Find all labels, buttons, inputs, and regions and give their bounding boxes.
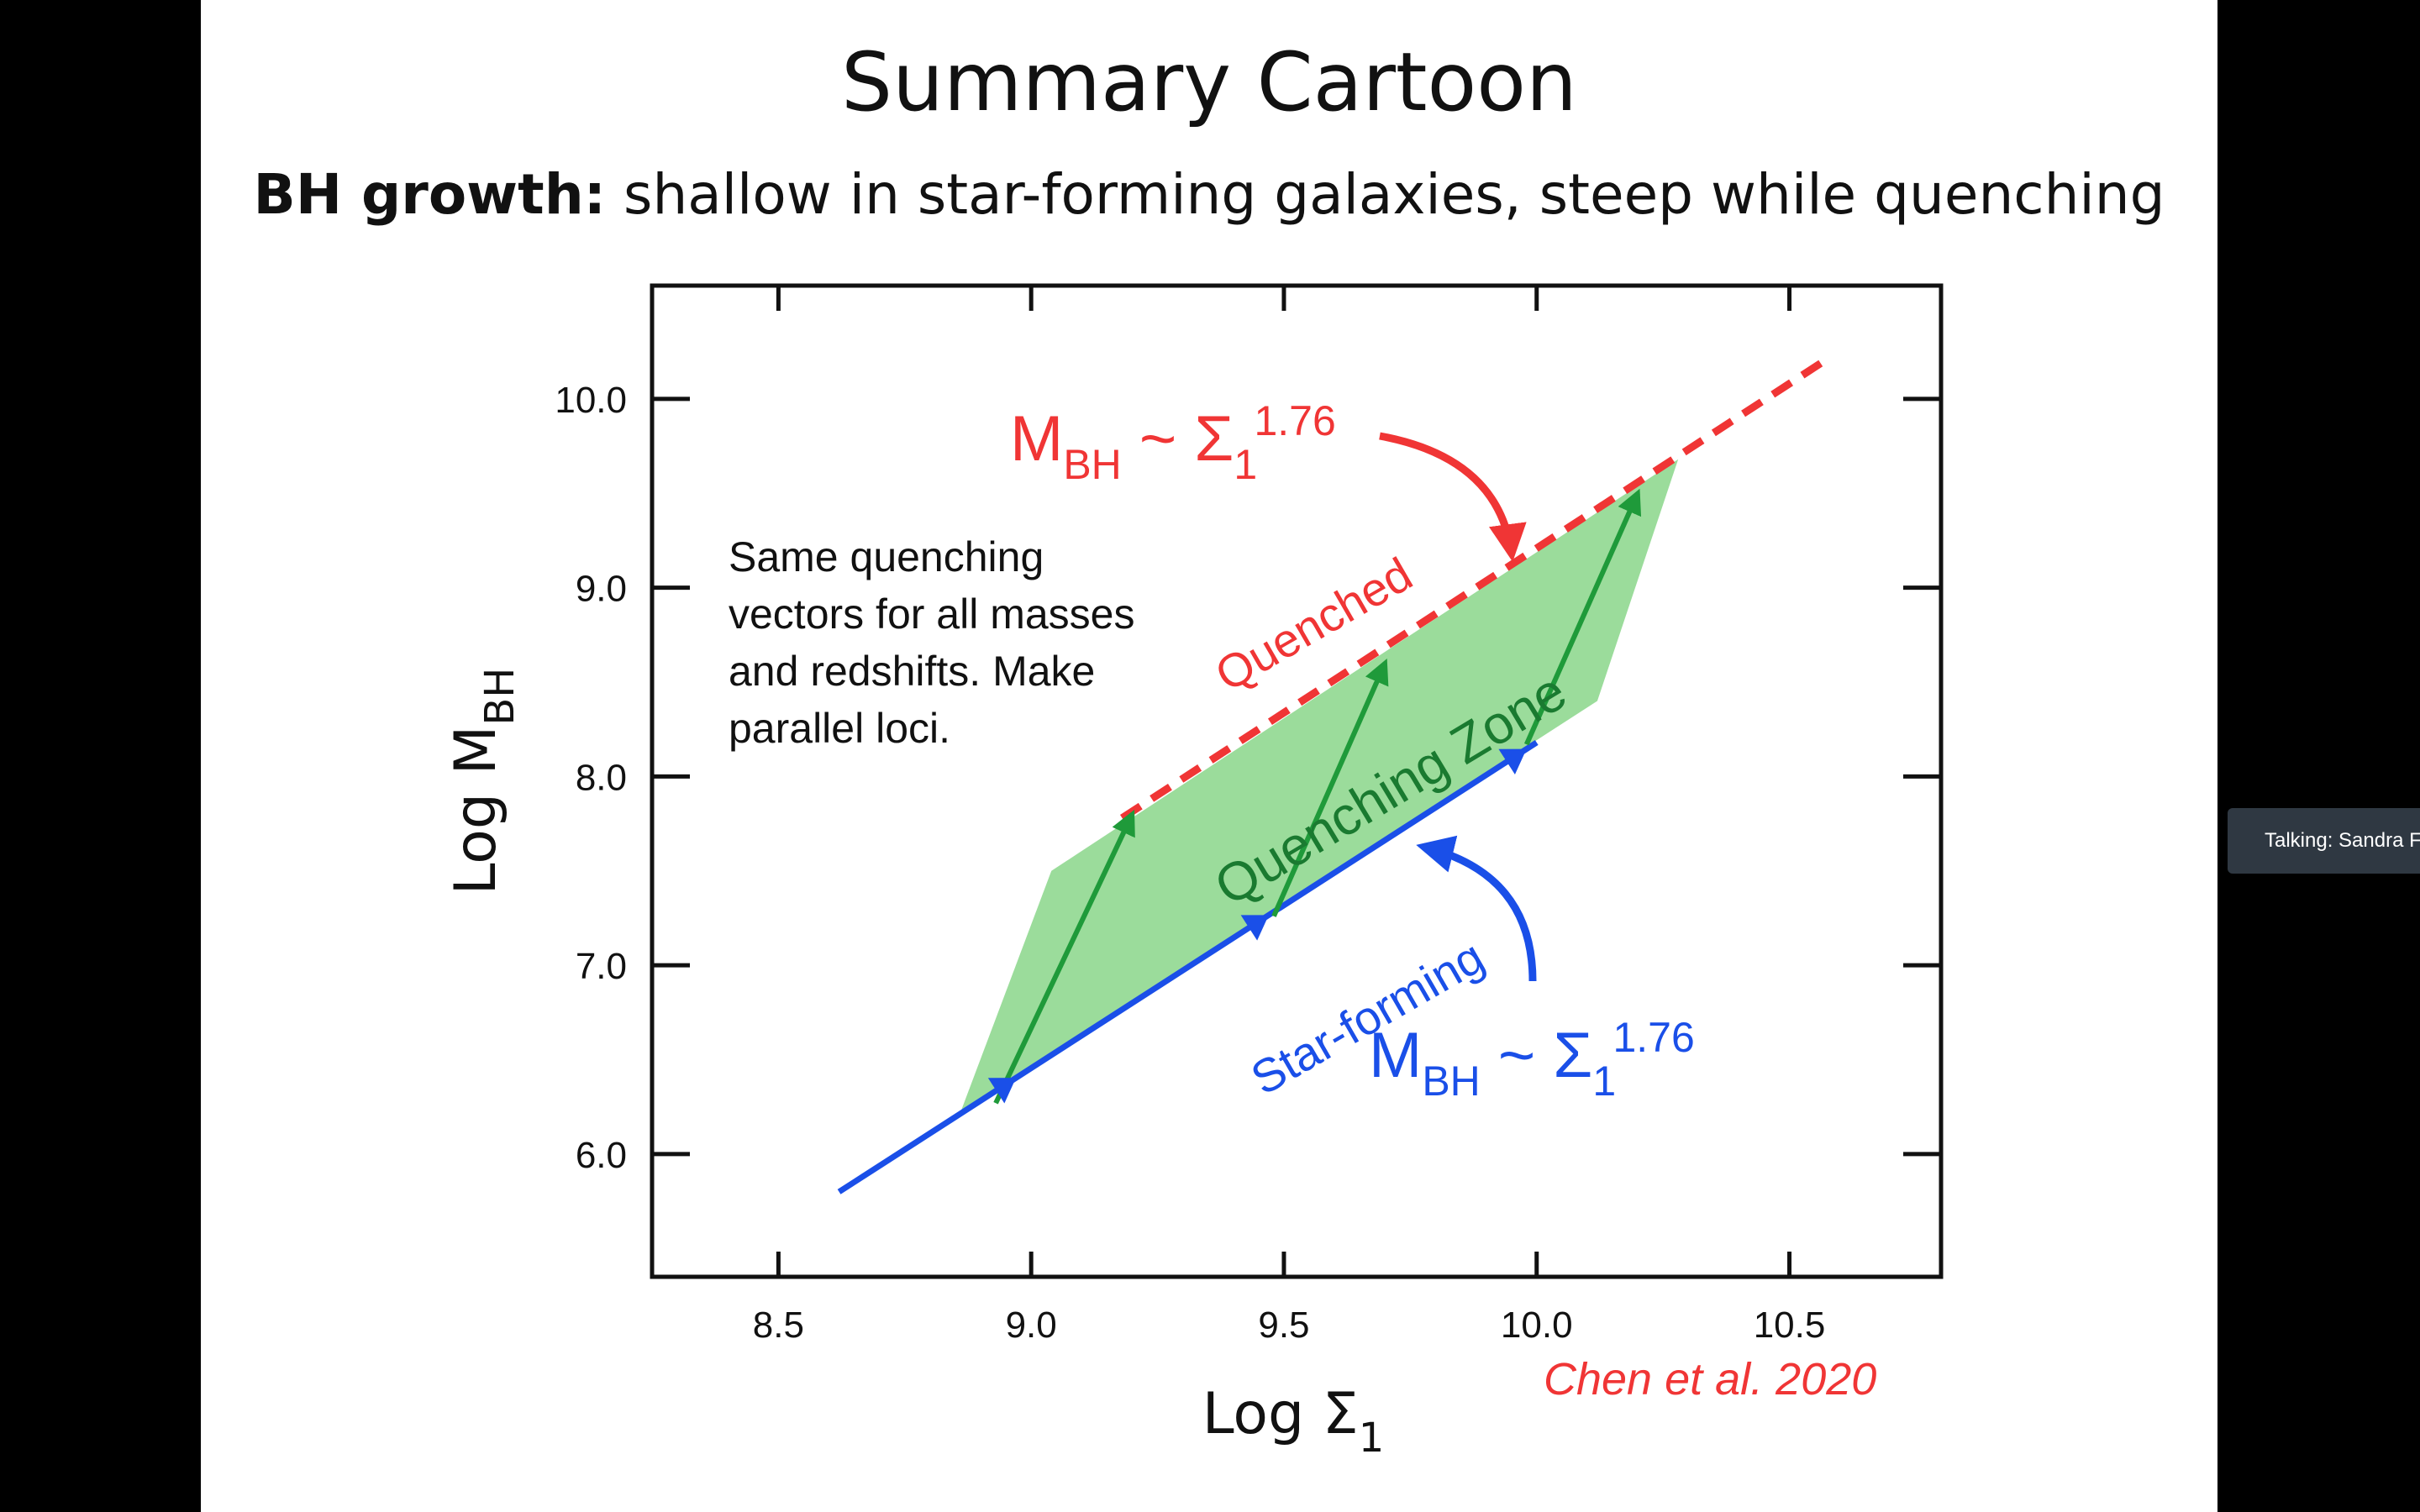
x-tick-label: 10.5 (1754, 1305, 1826, 1346)
presentation-slide: Summary Cartoon BH growth: shallow in st… (201, 0, 2217, 1512)
x-tick-label: 8.5 (753, 1305, 804, 1346)
star-forming-arrow-head (1498, 748, 1527, 774)
plot-frame (650, 283, 1944, 1279)
star-forming-arrow-heads (987, 748, 1527, 1104)
x-axis-title: Log Σ1 (1202, 1381, 1385, 1462)
x-tick-label: 9.5 (1258, 1305, 1309, 1346)
y-tick-label: 9.0 (576, 569, 627, 610)
y-tick-label: 10.0 (555, 380, 627, 421)
quenching-note: Same quenching vectors for all masses an… (729, 533, 1146, 752)
star-forming-line (837, 739, 1539, 1194)
blue-pointer-arrow (1416, 835, 1537, 982)
red-pointer-arrow (1379, 432, 1527, 562)
star-forming-arrow-head (1240, 915, 1269, 941)
y-axis-title: Log MBH (443, 668, 523, 895)
red-formula: MBH ~ Σ11.76 (1010, 397, 1336, 488)
subtitle-bold-text: BH growth: (253, 162, 607, 227)
star-forming-arrow-head (987, 1078, 1017, 1104)
quenching-vectors (993, 488, 1642, 1105)
x-tick-label: 9.0 (1006, 1305, 1057, 1346)
y-tick-label: 7.0 (576, 946, 627, 987)
talking-indicator: Talking: Sandra F (2228, 808, 2420, 874)
bh-growth-chart: 8.5 9.0 9.5 10.0 10.56.07.08.09.010.0 Quench… (443, 283, 1944, 1462)
quenching-vector-arrow (993, 809, 1135, 1105)
axis-tick-labels: 8.5 9.0 9.5 10.0 10.5 6.0 7.0 8.0 9.0 10.0 (555, 380, 1825, 1346)
axis-ticks (652, 286, 1941, 1277)
blue-formula: MBH ~ Σ11.76 (1369, 1014, 1695, 1105)
citation: Chen et al. 2020 (1544, 1354, 1876, 1404)
quenching-vector-arrow (1271, 659, 1389, 917)
slide-title: Summary Cartoon (841, 35, 1577, 129)
quenching-zone-area (960, 459, 1679, 1113)
y-tick-label: 6.0 (576, 1135, 627, 1176)
subtitle-text: shallow in star-forming galaxies, steep … (606, 162, 2165, 227)
x-tick-label: 10.0 (1501, 1305, 1573, 1346)
y-tick-label: 8.0 (576, 757, 627, 798)
slide-subtitle: BH growth: shallow in star-forming galax… (201, 162, 2217, 227)
quenching-vector-arrow (1523, 488, 1642, 746)
